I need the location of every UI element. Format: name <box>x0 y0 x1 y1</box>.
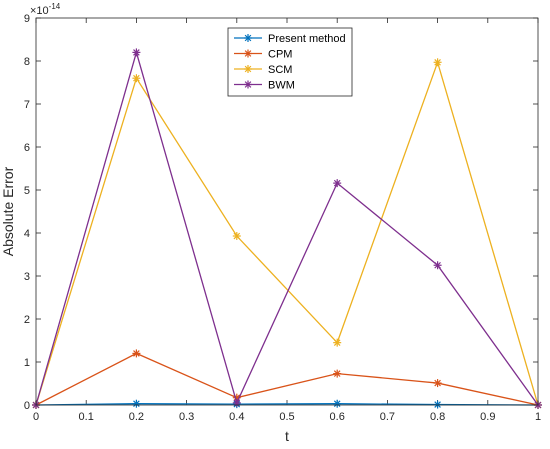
data-point <box>333 399 342 408</box>
x-tick-label: 0.7 <box>380 411 395 423</box>
legend-label: Present method <box>268 33 346 45</box>
y-tick-label: 9 <box>24 13 30 25</box>
legend-item: CPM <box>234 49 292 61</box>
y-tick-label: 4 <box>24 228 30 240</box>
legend-marker <box>244 65 252 73</box>
y-axis-label: Absolute Error <box>0 166 16 256</box>
x-tick-label: 0 <box>33 411 39 423</box>
legend-marker <box>244 34 252 42</box>
series-scm <box>32 58 542 409</box>
data-point <box>132 399 141 408</box>
data-point <box>433 400 442 409</box>
legend: Present method CPM SCM BWM <box>227 27 353 97</box>
y-tick-label: 6 <box>24 142 30 154</box>
series-layer <box>32 48 542 409</box>
legend-label: BWM <box>268 80 295 92</box>
y-tick-label: 2 <box>24 314 30 326</box>
data-point <box>433 261 442 270</box>
data-point <box>132 349 141 358</box>
series-line <box>35 50 539 406</box>
y-tick-label: 1 <box>24 357 30 369</box>
y-tick-label: 5 <box>24 185 30 197</box>
data-point <box>433 379 442 388</box>
data-point <box>132 48 141 57</box>
legend-label: CPM <box>268 49 292 61</box>
series-bwm <box>32 48 542 409</box>
legend-marker <box>244 49 252 58</box>
legend-item: Present method <box>234 33 346 45</box>
data-point <box>132 74 141 83</box>
data-point <box>333 179 342 188</box>
series-line <box>35 352 539 406</box>
x-tick-label: 0.6 <box>330 411 345 423</box>
y-tick-label: 0 <box>24 400 30 412</box>
axis-ticks: 0 0.1 0.2 0.3 0.4 0.5 0.6 0.7 0.8 0.9 1 0 1 2 3 4 5 6 7 8 9 <box>24 13 541 423</box>
x-axis-label: t <box>285 428 289 444</box>
series-line <box>35 60 539 406</box>
plot-area <box>35 17 539 406</box>
legend-label: SCM <box>268 64 292 76</box>
x-tick-label: 0.5 <box>279 411 294 423</box>
x-tick-label: 0.1 <box>79 411 94 423</box>
y-tick-label: 3 <box>24 271 30 283</box>
legend-marker <box>244 80 252 89</box>
data-point <box>333 369 342 378</box>
data-point <box>232 232 241 241</box>
y-tick-label: 8 <box>24 56 30 68</box>
y-tick-label: 7 <box>24 99 30 111</box>
data-point <box>232 398 241 407</box>
legend-item: BWM <box>234 80 295 92</box>
data-point <box>433 58 442 67</box>
exponent-base: ×10 <box>30 5 49 17</box>
x-tick-label: 0.3 <box>179 411 194 423</box>
y-axis-exponent: ×10-14 <box>30 2 61 17</box>
legend-item: SCM <box>234 64 292 76</box>
x-tick-label: 0.2 <box>129 411 144 423</box>
data-point <box>333 338 342 347</box>
exponent-power: -14 <box>49 2 61 11</box>
x-tick-label: 0.9 <box>480 411 495 423</box>
x-tick-label: 0.4 <box>229 411 244 423</box>
x-tick-label: 1 <box>535 411 541 423</box>
x-tick-label: 0.8 <box>430 411 445 423</box>
